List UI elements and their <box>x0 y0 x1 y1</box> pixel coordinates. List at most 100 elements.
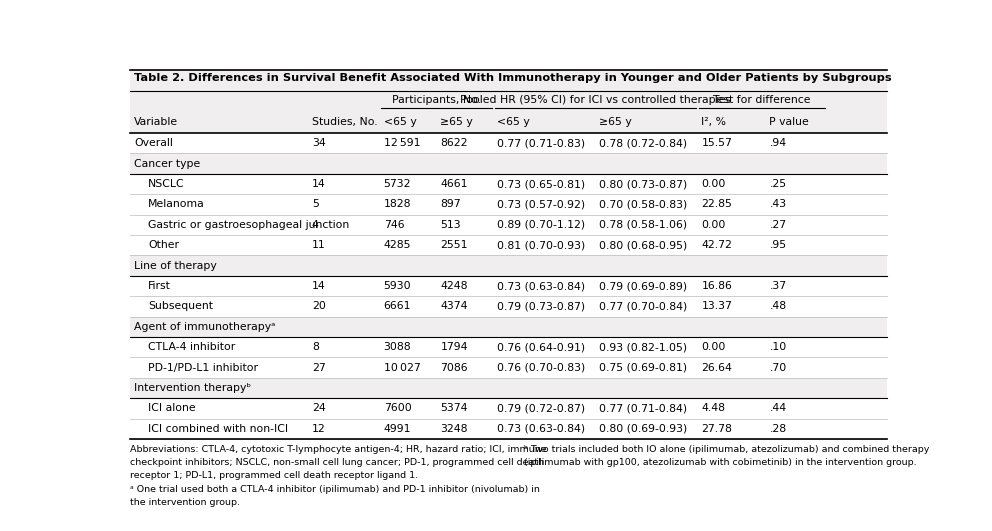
Text: 12 591: 12 591 <box>384 138 421 148</box>
Text: Pooled HR (95% CI) for ICI vs controlled therapies: Pooled HR (95% CI) for ICI vs controlled… <box>460 95 731 105</box>
Text: 0.00: 0.00 <box>701 220 726 230</box>
Text: 7086: 7086 <box>440 363 468 373</box>
Text: 2551: 2551 <box>440 240 468 250</box>
Text: 0.79 (0.72-0.87): 0.79 (0.72-0.87) <box>497 404 585 414</box>
Bar <box>130 276 887 296</box>
Text: .10: .10 <box>770 342 787 352</box>
Bar <box>130 418 887 439</box>
Text: 0.73 (0.63-0.84): 0.73 (0.63-0.84) <box>497 424 585 434</box>
Text: checkpoint inhibitors; NSCLC, non-small cell lung cancer; PD-1, programmed cell : checkpoint inhibitors; NSCLC, non-small … <box>130 458 545 467</box>
Bar <box>130 337 887 357</box>
Bar <box>130 215 887 235</box>
Text: Variable: Variable <box>134 117 179 127</box>
Text: .43: .43 <box>770 200 787 209</box>
Text: ICI combined with non-ICI: ICI combined with non-ICI <box>148 424 288 434</box>
Text: 14: 14 <box>311 179 325 189</box>
Text: 0.78 (0.58-1.06): 0.78 (0.58-1.06) <box>599 220 687 230</box>
Text: 0.73 (0.65-0.81): 0.73 (0.65-0.81) <box>497 179 585 189</box>
Text: 0.93 (0.82-1.05): 0.93 (0.82-1.05) <box>599 342 687 352</box>
Text: 0.78 (0.72-0.84): 0.78 (0.72-0.84) <box>599 138 687 148</box>
Text: ≥65 y: ≥65 y <box>599 117 632 127</box>
Text: 11: 11 <box>311 240 325 250</box>
Text: Table 2. Differences in Survival Benefit Associated With Immunotherapy in Younge: Table 2. Differences in Survival Benefit… <box>134 73 892 83</box>
Text: Abbreviations: CTLA-4, cytotoxic T-lymphocyte antigen-4; HR, hazard ratio; ICI, : Abbreviations: CTLA-4, cytotoxic T-lymph… <box>130 446 547 454</box>
Text: 0.76 (0.70-0.83): 0.76 (0.70-0.83) <box>497 363 585 373</box>
Text: 3248: 3248 <box>440 424 468 434</box>
Text: Subsequent: Subsequent <box>148 302 213 312</box>
Text: .25: .25 <box>770 179 787 189</box>
Text: .27: .27 <box>770 220 787 230</box>
Text: Cancer type: Cancer type <box>134 159 200 169</box>
Text: 0.00: 0.00 <box>701 342 726 352</box>
Text: 4285: 4285 <box>384 240 412 250</box>
Text: 13.37: 13.37 <box>701 302 732 312</box>
Text: 4.48: 4.48 <box>701 404 725 414</box>
Text: 0.70 (0.58-0.83): 0.70 (0.58-0.83) <box>599 200 687 209</box>
Text: 10 027: 10 027 <box>384 363 421 373</box>
Bar <box>130 194 887 215</box>
Text: 6661: 6661 <box>384 302 412 312</box>
Text: 8: 8 <box>311 342 318 352</box>
Text: Melanoma: Melanoma <box>148 200 204 209</box>
Text: 0.77 (0.71-0.83): 0.77 (0.71-0.83) <box>497 138 585 148</box>
Text: 5732: 5732 <box>384 179 412 189</box>
Text: 24: 24 <box>311 404 325 414</box>
Bar <box>130 91 887 439</box>
Text: (ipilimumab with gp100, atezolizumab with cobimetinib) in the intervention group: (ipilimumab with gp100, atezolizumab wit… <box>524 458 917 467</box>
Bar <box>130 133 887 153</box>
Text: .28: .28 <box>770 424 787 434</box>
Text: 42.72: 42.72 <box>701 240 732 250</box>
Text: receptor 1; PD-L1, programmed cell death receptor ligand 1.: receptor 1; PD-L1, programmed cell death… <box>130 472 419 481</box>
Text: .44: .44 <box>770 404 787 414</box>
Text: 1794: 1794 <box>440 342 468 352</box>
Text: 22.85: 22.85 <box>701 200 732 209</box>
Text: I², %: I², % <box>701 117 726 127</box>
Text: ≥65 y: ≥65 y <box>440 117 473 127</box>
Text: 7600: 7600 <box>384 404 412 414</box>
Text: PD-1/PD-L1 inhibitor: PD-1/PD-L1 inhibitor <box>148 363 258 373</box>
Text: 5: 5 <box>311 200 318 209</box>
Text: .48: .48 <box>770 302 787 312</box>
Text: 16.86: 16.86 <box>701 281 732 291</box>
Text: Agent of immunotherapyᵃ: Agent of immunotherapyᵃ <box>134 322 276 332</box>
Text: ICI alone: ICI alone <box>148 404 195 414</box>
Text: P value: P value <box>770 117 809 127</box>
Text: 8622: 8622 <box>440 138 468 148</box>
Text: the intervention group.: the intervention group. <box>130 498 240 507</box>
Text: 0.81 (0.70-0.93): 0.81 (0.70-0.93) <box>497 240 585 250</box>
Text: Studies, No.: Studies, No. <box>311 117 377 127</box>
Text: <65 y: <65 y <box>384 117 417 127</box>
Text: 15.57: 15.57 <box>701 138 732 148</box>
Text: 1828: 1828 <box>384 200 412 209</box>
Text: First: First <box>148 281 171 291</box>
Text: 4374: 4374 <box>440 302 468 312</box>
Text: Intervention therapyᵇ: Intervention therapyᵇ <box>134 383 251 393</box>
Text: ᵃ One trial used both a CTLA-4 inhibitor (ipilimumab) and PD-1 inhibitor (nivolu: ᵃ One trial used both a CTLA-4 inhibitor… <box>130 484 540 493</box>
Text: 0.80 (0.69-0.93): 0.80 (0.69-0.93) <box>599 424 687 434</box>
Bar <box>130 296 887 316</box>
Text: <65 y: <65 y <box>497 117 530 127</box>
Text: 0.77 (0.71-0.84): 0.77 (0.71-0.84) <box>599 404 687 414</box>
Text: .95: .95 <box>770 240 787 250</box>
Bar <box>130 70 887 91</box>
Text: Other: Other <box>148 240 179 250</box>
Text: 4248: 4248 <box>440 281 468 291</box>
Text: Participants, No.: Participants, No. <box>392 95 481 105</box>
Text: 14: 14 <box>311 281 325 291</box>
Text: CTLA-4 inhibitor: CTLA-4 inhibitor <box>148 342 235 352</box>
Text: 34: 34 <box>311 138 325 148</box>
Text: 0.89 (0.70-1.12): 0.89 (0.70-1.12) <box>497 220 585 230</box>
Text: 5930: 5930 <box>384 281 412 291</box>
Text: 897: 897 <box>440 200 461 209</box>
Text: .70: .70 <box>770 363 787 373</box>
Text: 0.73 (0.63-0.84): 0.73 (0.63-0.84) <box>497 281 585 291</box>
Bar <box>130 357 887 378</box>
Text: 5374: 5374 <box>440 404 468 414</box>
Bar <box>130 174 887 194</box>
Text: 0.00: 0.00 <box>701 179 726 189</box>
Text: 27.78: 27.78 <box>701 424 732 434</box>
Text: 20: 20 <box>311 302 325 312</box>
Text: 0.76 (0.64-0.91): 0.76 (0.64-0.91) <box>497 342 585 352</box>
Text: 27: 27 <box>311 363 325 373</box>
Bar <box>130 398 887 418</box>
